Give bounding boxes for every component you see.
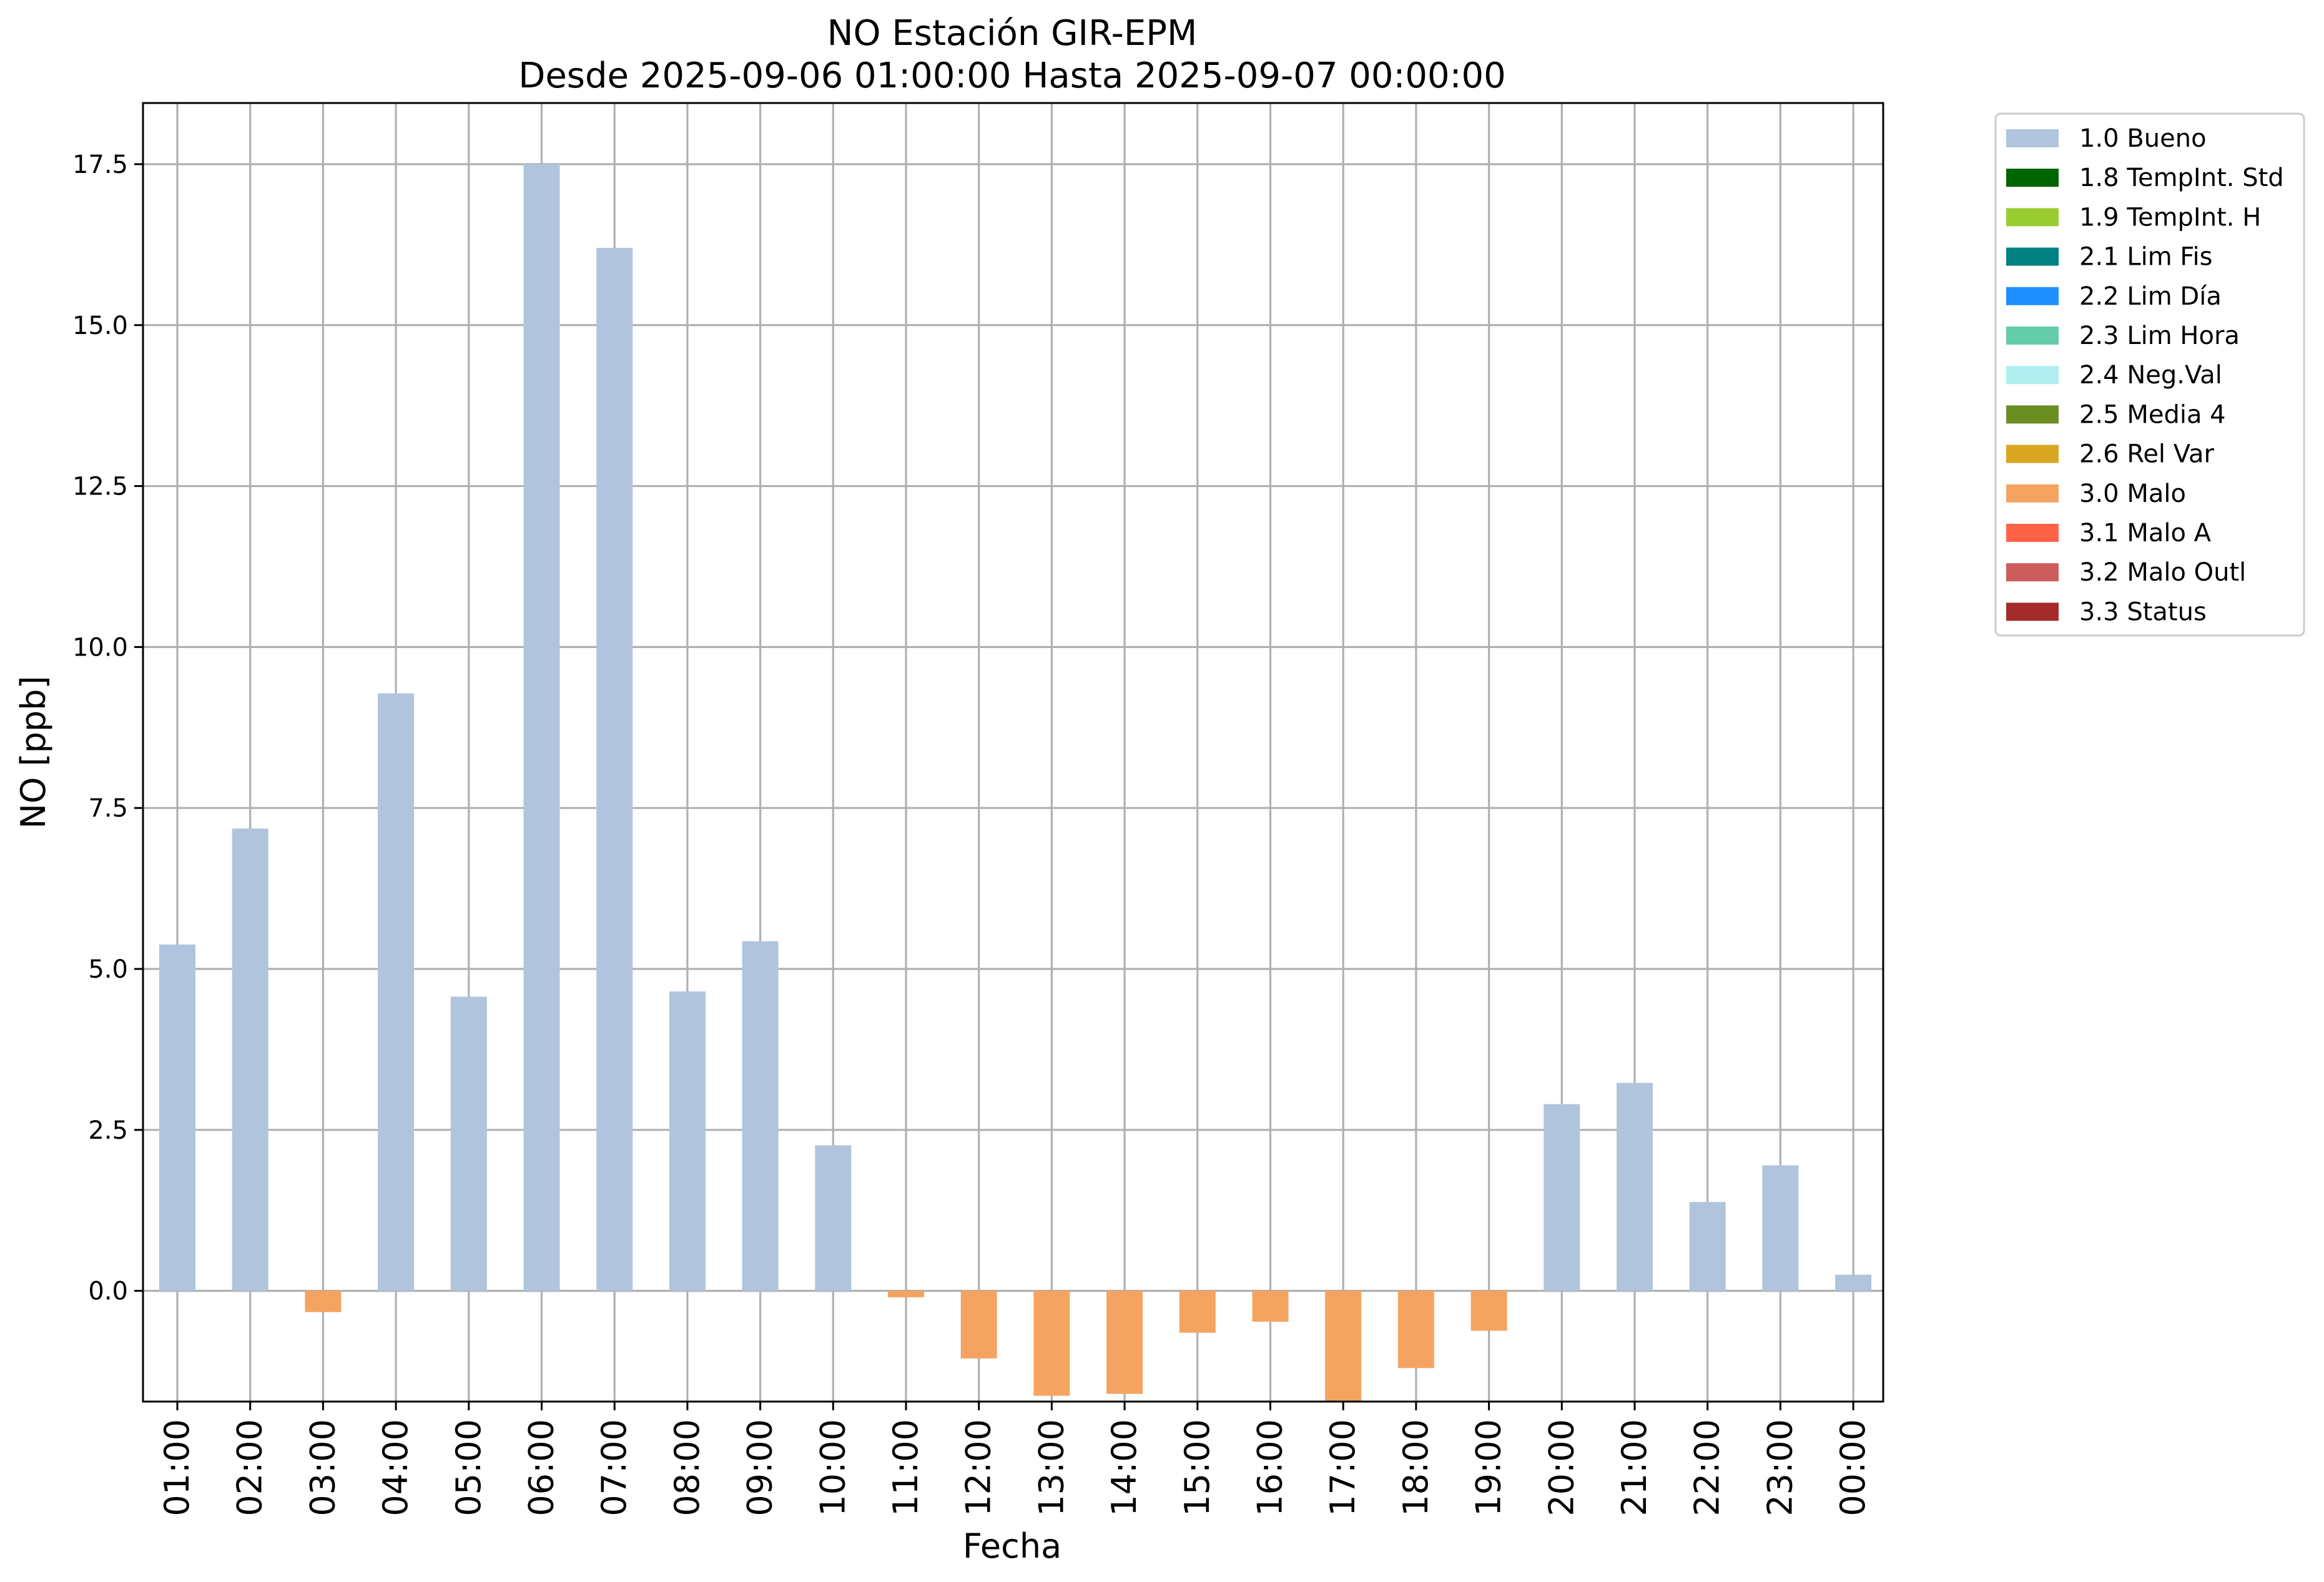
legend-swatch	[2006, 602, 2059, 621]
x-tick-label: 03:00	[303, 1419, 342, 1516]
x-tick-label: 00:00	[1833, 1419, 1873, 1516]
legend-frame	[1994, 112, 2305, 637]
x-tick-label: 01:00	[157, 1419, 197, 1516]
bar-1200	[960, 1290, 997, 1358]
x-tick-label: 16:00	[1251, 1419, 1290, 1516]
axis-ticks: 0.0 2.5 5.0 7.5 10.0 12.5 15.0 17.5 01:00 02:00 03…	[72, 150, 1873, 1516]
bar-1800	[1397, 1290, 1434, 1368]
x-tick-label: 22:00	[1688, 1419, 1727, 1516]
legend-entry: 2.1 Lim Fis	[2079, 243, 2212, 272]
legend-entry: 2.6 Rel Var	[2079, 440, 2215, 469]
legend-entry: 2.2 Lim Día	[2079, 282, 2222, 311]
plot-frame	[142, 102, 1884, 1403]
x-tick-label: 10:00	[813, 1419, 852, 1516]
y-tick-label: 15.0	[72, 312, 128, 340]
bar-0700	[596, 248, 633, 1291]
bar-1700	[1325, 1290, 1362, 1402]
legend-swatch	[2006, 208, 2059, 227]
bar-1300	[1033, 1290, 1070, 1396]
x-tick-label: 15:00	[1178, 1419, 1217, 1516]
legend-entry: 1.0 Bueno	[2079, 124, 2207, 153]
bar-2300	[1762, 1165, 1799, 1291]
x-tick-label: 11:00	[886, 1419, 925, 1516]
bar-1000	[815, 1145, 852, 1291]
x-tick-label: 20:00	[1542, 1419, 1581, 1516]
x-axis-label: Fecha	[963, 1526, 1061, 1566]
bar-0100	[159, 944, 195, 1291]
y-axis-label: NO [ppb]	[14, 676, 53, 828]
legend-entry: 3.1 Malo A	[2079, 519, 2212, 548]
y-tick-label: 10.0	[72, 633, 128, 662]
bar-0200	[232, 828, 268, 1291]
bar-0400	[378, 693, 415, 1291]
x-tick-label: 18:00	[1396, 1419, 1435, 1516]
legend-entry: 2.3 Lim Hora	[2079, 322, 2240, 350]
legend-swatch	[2006, 445, 2059, 463]
legend: 1.0 Bueno 1.8 TempInt. Std 1.9 TempInt. H 2…	[1994, 112, 2305, 637]
y-tick-label: 0.0	[88, 1277, 128, 1306]
x-tick-label: 12:00	[959, 1419, 998, 1516]
bar-2000	[1544, 1104, 1580, 1291]
legend-entry: 3.3 Status	[2079, 597, 2207, 626]
legend-swatch	[2006, 563, 2059, 582]
legend-swatch	[2006, 169, 2059, 187]
legend-swatch	[2006, 247, 2059, 266]
bar-0600	[523, 164, 560, 1291]
y-tick-label: 5.0	[88, 955, 128, 984]
bar-1900	[1470, 1290, 1507, 1331]
x-tick-label: 21:00	[1615, 1419, 1654, 1516]
x-tick-label: 19:00	[1469, 1419, 1509, 1516]
bar-0300	[305, 1290, 342, 1312]
x-tick-label: 06:00	[522, 1419, 561, 1516]
bar-1500	[1179, 1290, 1216, 1333]
x-tick-label: 04:00	[376, 1419, 415, 1516]
legend-swatch	[2006, 366, 2059, 385]
y-tick-label: 12.5	[72, 473, 128, 501]
bar-0900	[742, 941, 779, 1291]
bar-1400	[1106, 1290, 1143, 1394]
bar-2200	[1689, 1202, 1726, 1291]
legend-swatch	[2006, 287, 2059, 305]
legend-entry: 2.4 Neg.Val	[2079, 361, 2222, 390]
x-tick-label: 13:00	[1032, 1419, 1071, 1516]
legend-swatch	[2006, 405, 2059, 424]
legend-swatch	[2006, 484, 2059, 503]
legend-entry: 1.8 TempInt. Std	[2079, 164, 2284, 192]
x-tick-label: 09:00	[741, 1419, 780, 1516]
bars	[159, 164, 1872, 1402]
legend-swatch	[2006, 524, 2059, 542]
bar-0500	[450, 996, 487, 1291]
bar-2100	[1617, 1083, 1653, 1291]
x-tick-label: 02:00	[230, 1419, 270, 1516]
x-tick-label: 23:00	[1760, 1419, 1800, 1516]
x-tick-label: 08:00	[667, 1419, 707, 1516]
x-tick-label: 07:00	[594, 1419, 634, 1516]
legend-entry: 2.5 Media 4	[2079, 400, 2226, 429]
x-tick-label: 17:00	[1323, 1419, 1362, 1516]
chart-title: NO Estación GIR-EPM	[827, 13, 1198, 54]
bar-0000	[1835, 1274, 1872, 1291]
x-tick-label: 14:00	[1105, 1419, 1144, 1516]
y-tick-label: 2.5	[88, 1116, 128, 1145]
bar-1100	[888, 1290, 924, 1297]
bar-1600	[1252, 1290, 1289, 1322]
legend-entry: 3.0 Malo	[2079, 479, 2186, 508]
y-tick-label: 17.5	[72, 150, 128, 179]
y-tick-label: 7.5	[88, 794, 128, 823]
legend-entry: 3.2 Malo Outl	[2079, 558, 2246, 587]
legend-swatch	[2006, 327, 2059, 345]
legend-swatch	[2006, 129, 2059, 147]
legend-entry: 1.9 TempInt. H	[2079, 203, 2261, 232]
bar-0800	[669, 991, 706, 1291]
x-tick-label: 05:00	[449, 1419, 488, 1516]
chart-subtitle: Desde 2025-09-06 01:00:00 Hasta 2025-09-…	[518, 56, 1506, 96]
